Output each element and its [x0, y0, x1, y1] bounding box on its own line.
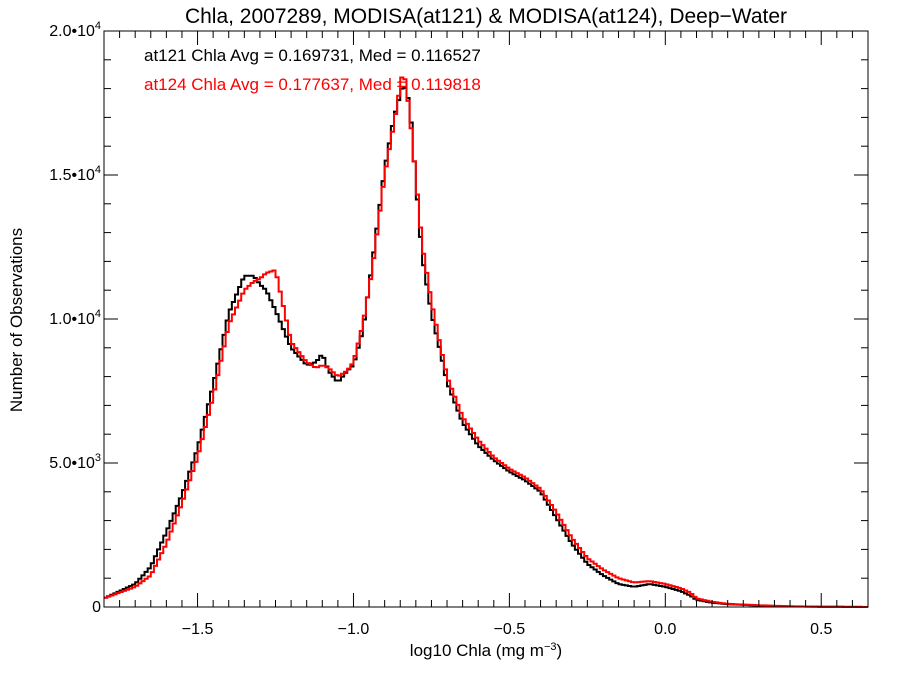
- y-tick-label: 0: [92, 599, 101, 616]
- y-tick-label-exp: 4: [95, 164, 101, 176]
- y-tick-label-exp: 4: [95, 308, 101, 320]
- x-axis-label-main: log10 Chla (mg m: [410, 641, 544, 660]
- y-tick-label-base: 1.0•10: [49, 311, 95, 328]
- x-axis-label-sup: −3: [544, 641, 557, 653]
- y-tick-label: 2.0•104: [49, 20, 101, 40]
- y-tick-label-base: 0: [92, 599, 101, 616]
- plot-area: [103, 30, 869, 608]
- x-tick-label: 0.5: [810, 621, 832, 638]
- x-tick-label: −0.5: [494, 621, 526, 638]
- y-tick-label-exp: 3: [95, 452, 101, 464]
- y-tick-label-exp: 4: [95, 20, 101, 32]
- y-tick-label-base: 5.0•10: [49, 455, 95, 472]
- chart-title: Chla, 2007289, MODISA(at121) & MODISA(at…: [185, 5, 787, 28]
- x-tick-label: −1.0: [338, 621, 370, 638]
- x-axis-label: log10 Chla (mg m−3): [410, 641, 562, 660]
- y-tick-label: 1.0•104: [49, 308, 101, 328]
- series-line-at124: [104, 76, 868, 608]
- x-tick-label: −1.5: [182, 621, 214, 638]
- y-tick-label: 5.0•103: [49, 452, 101, 472]
- x-axis: −1.5 −1.0 −0.5 0.0 0.5: [103, 31, 869, 638]
- x-tick-label: 0.0: [654, 621, 676, 638]
- x-axis-label-end: ): [557, 641, 563, 660]
- y-tick-label-base: 2.0•10: [49, 23, 95, 40]
- y-tick-label: 1.5•104: [49, 164, 101, 184]
- y-axis-label: Number of Observations: [7, 228, 26, 412]
- stats-annotation-1: at121 Chla Avg = 0.169731, Med = 0.11652…: [144, 46, 481, 65]
- y-tick-label-base: 1.5•10: [49, 167, 95, 184]
- plot-frame: [103, 30, 869, 608]
- stats-annotations: at121 Chla Avg = 0.169731, Med = 0.11652…: [144, 46, 481, 94]
- series-line-at121: [104, 86, 868, 608]
- stats-annotation-2: at124 Chla Avg = 0.177637, Med = 0.11981…: [144, 75, 481, 94]
